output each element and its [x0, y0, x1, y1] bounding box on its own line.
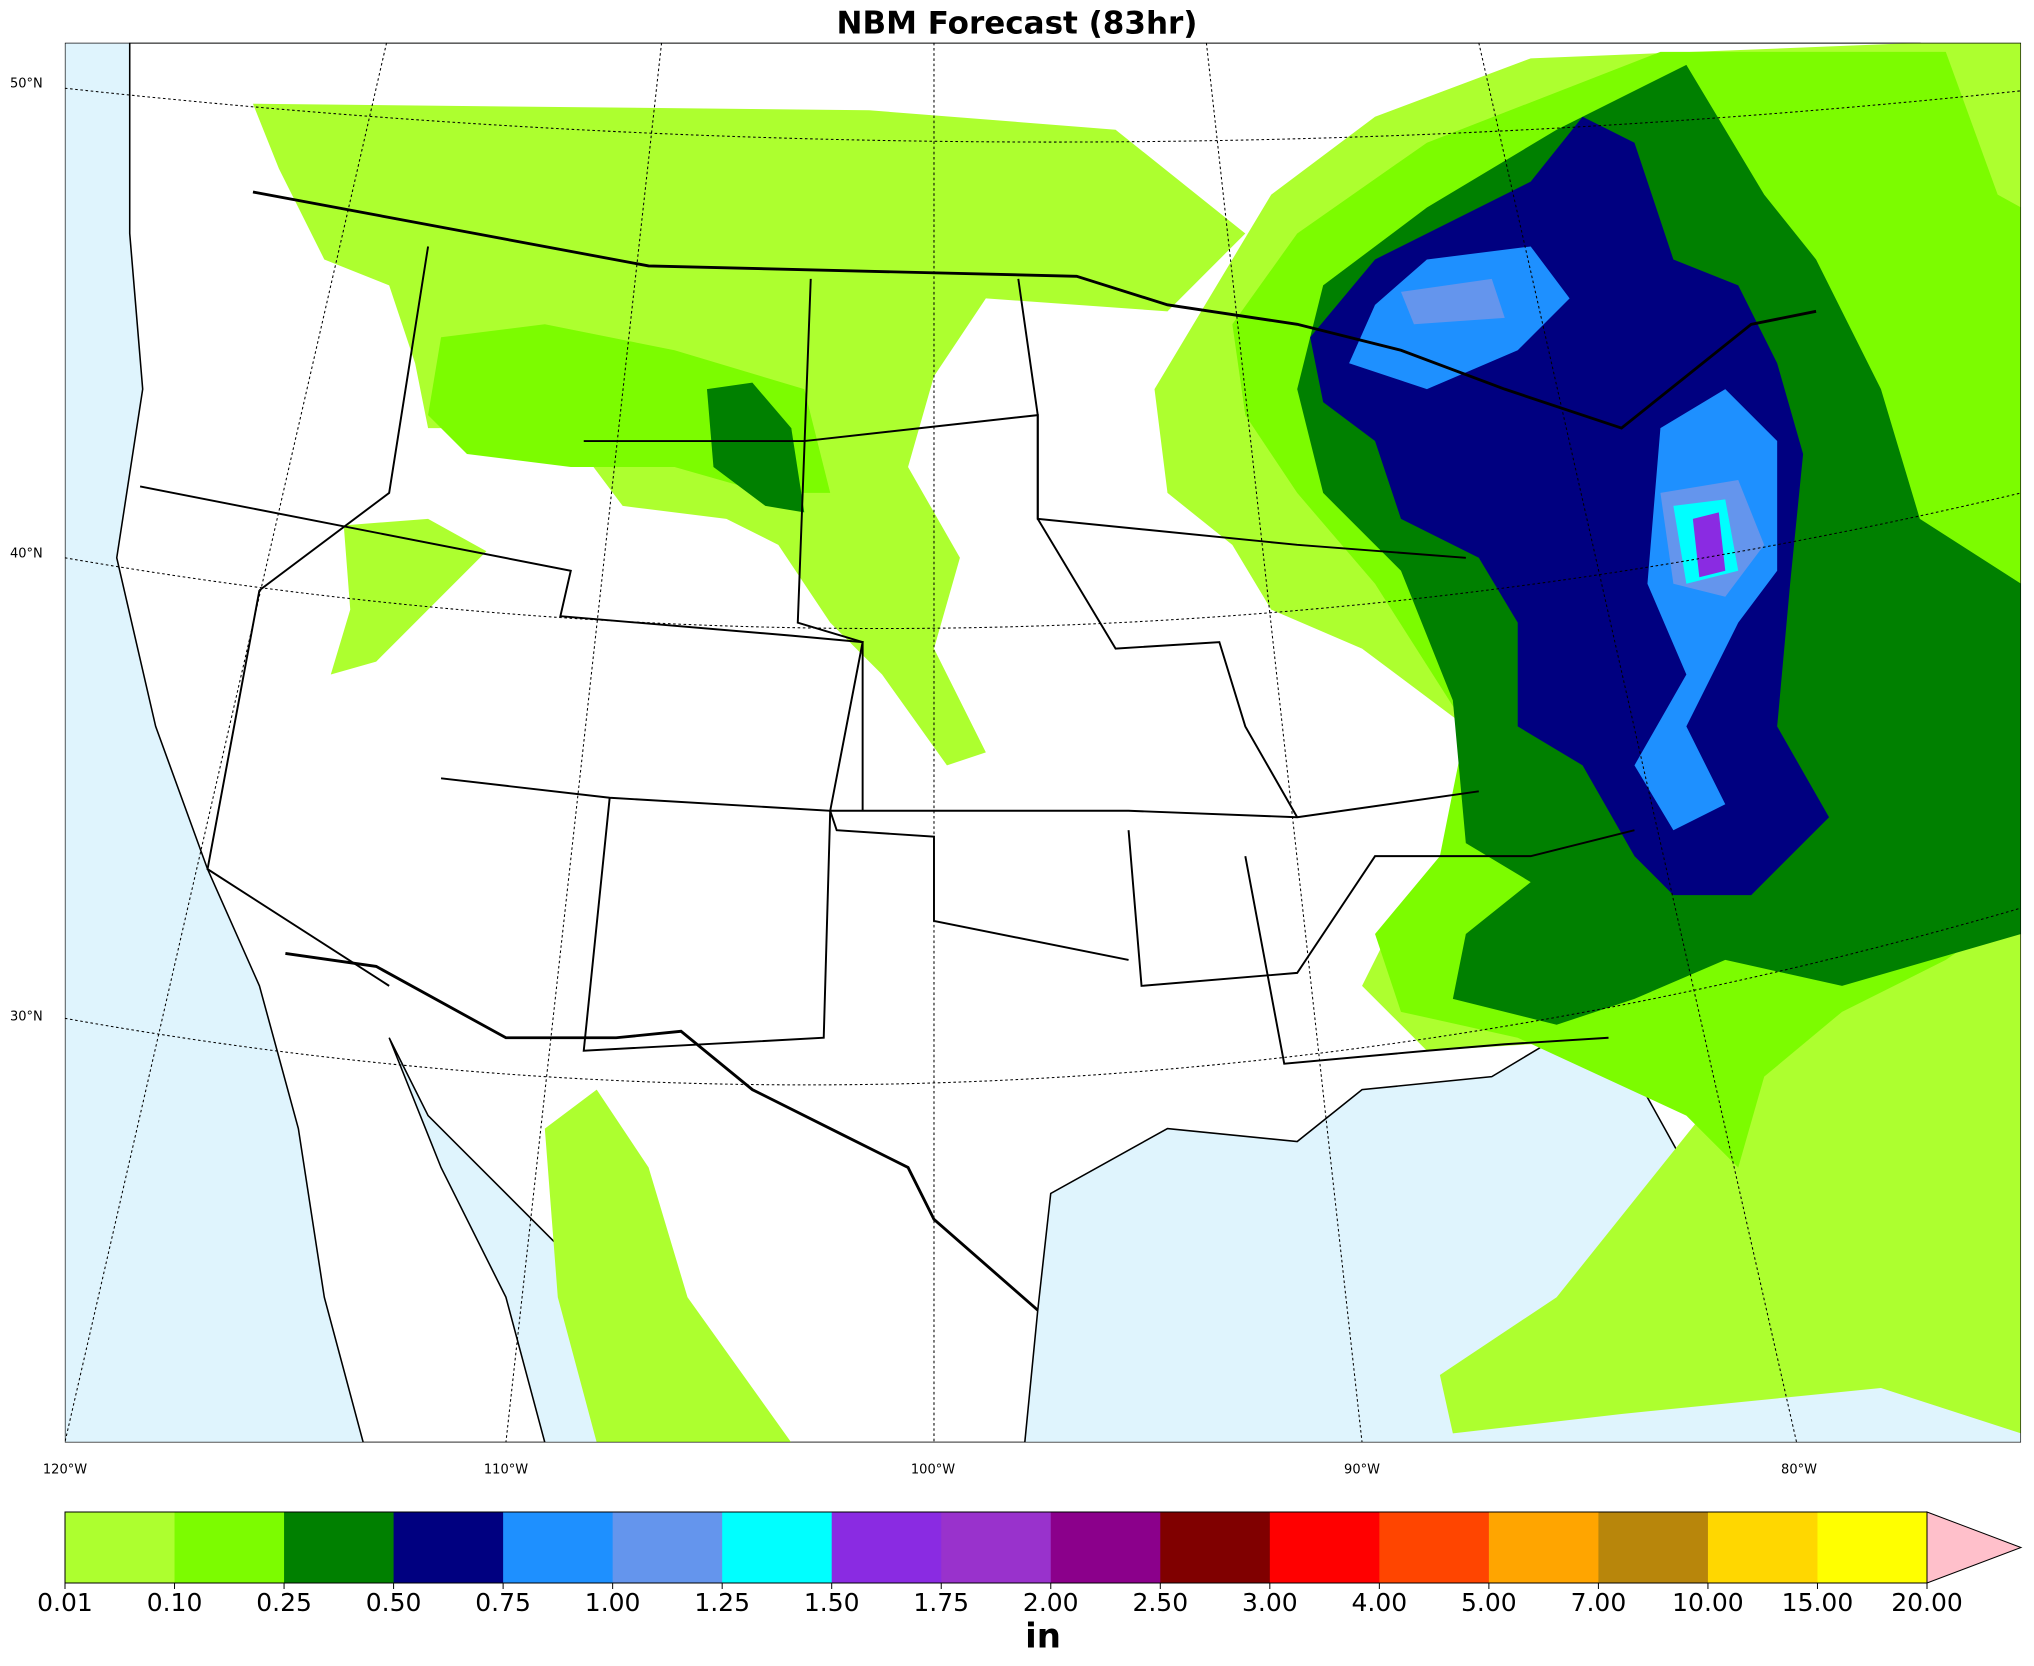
- state-line: [582, 797, 832, 1052]
- colorbar-tick-label: 0.10: [147, 1588, 203, 1617]
- precip-area: [330, 518, 487, 675]
- colorbar-tick-label: 0.25: [256, 1588, 312, 1617]
- colorbar-tick-label: 0.75: [475, 1588, 531, 1617]
- colorbar-tick-label: 10.00: [1672, 1588, 1744, 1617]
- colorbar-frame: [64, 1511, 1928, 1584]
- state-line: [796, 278, 864, 811]
- colorbar-tick-label: 15.00: [1782, 1588, 1854, 1617]
- precipitation: [252, 42, 2022, 1443]
- colorbar-tick-label: 1.50: [804, 1588, 860, 1617]
- lon-label: 100°W: [911, 1463, 955, 1478]
- colorbar-tick-label: 4.00: [1352, 1588, 1408, 1617]
- lat-label: 30°N: [10, 1010, 43, 1025]
- colorbar-swatch: [174, 1512, 285, 1583]
- lat-labels: 50°N 40°N 30°N: [10, 77, 43, 1025]
- colorbar-tick-label: 2.00: [1023, 1588, 1079, 1617]
- colorbar-swatch: [1160, 1512, 1271, 1583]
- colorbar-swatch: [1488, 1512, 1599, 1583]
- state-line: [1017, 278, 1299, 818]
- colorbar-tick-label: 1.00: [585, 1588, 641, 1617]
- colorbar-tick-label: 7.00: [1571, 1588, 1627, 1617]
- precip-area: [544, 1089, 792, 1443]
- map: [64, 42, 2022, 1443]
- lon-label: 80°W: [1781, 1463, 1817, 1478]
- colorbar-tick-label: 0.50: [366, 1588, 422, 1617]
- colorbar-tick-label: 2.50: [1132, 1588, 1188, 1617]
- colorbar-tick-label: 1.25: [694, 1588, 750, 1617]
- colorbar-tick-label: 0.01: [37, 1588, 93, 1617]
- precip-area: [1400, 278, 1505, 325]
- lat-label: 40°N: [10, 547, 43, 562]
- lon-labels: 120°W 110°W 100°W 90°W 80°W: [43, 1463, 1817, 1478]
- colorbar-swatch: [612, 1512, 723, 1583]
- lat-label: 50°N: [10, 77, 43, 92]
- colorbar-swatch: [65, 1512, 176, 1583]
- graticule: [64, 42, 2022, 1443]
- state-line: [1244, 855, 1609, 1065]
- colorbar-tick-label: 20.00: [1891, 1588, 1963, 1617]
- colorbar-swatch: [831, 1512, 942, 1583]
- colorbar-swatch: [1598, 1512, 1709, 1583]
- state-line: [1127, 829, 1635, 987]
- colorbar-extend: [1926, 1511, 2023, 1584]
- state-line: [258, 246, 430, 592]
- lon-label: 110°W: [484, 1463, 528, 1478]
- precip-area: [1692, 512, 1726, 578]
- mexico-border: [285, 952, 1039, 1312]
- colorbar: 0.01 0.10 0.25 0.50 0.75 1.00 1.25 1.50 1.75 2.00…: [37, 1511, 2023, 1617]
- colorbar-swatch: [284, 1512, 395, 1583]
- colorbar-swatch: [1817, 1512, 1928, 1583]
- colorbar-tick-label: 3.00: [1242, 1588, 1298, 1617]
- colorbar-swatch: [393, 1512, 504, 1583]
- colorbar-swatch: [1707, 1512, 1818, 1583]
- lon-label: 90°W: [1344, 1463, 1380, 1478]
- state-line: [206, 590, 390, 987]
- colorbar-tick-label: 1.75: [913, 1588, 969, 1617]
- title: NBM Forecast (83hr): [837, 6, 1198, 42]
- lon-label: 120°W: [43, 1463, 87, 1478]
- colorbar-swatch: [1379, 1512, 1490, 1583]
- precip-area: [706, 382, 805, 513]
- colorbar-swatch: [722, 1512, 833, 1583]
- colorbar-unit: in: [1025, 1617, 1061, 1657]
- colorbar-tick-label: 5.00: [1461, 1588, 1517, 1617]
- colorbar-swatch: [503, 1512, 614, 1583]
- colorbar-swatch: [1050, 1512, 1161, 1583]
- colorbar-swatch: [1269, 1512, 1380, 1583]
- canada-border: [252, 190, 1817, 430]
- colorbar-swatch: [941, 1512, 1052, 1583]
